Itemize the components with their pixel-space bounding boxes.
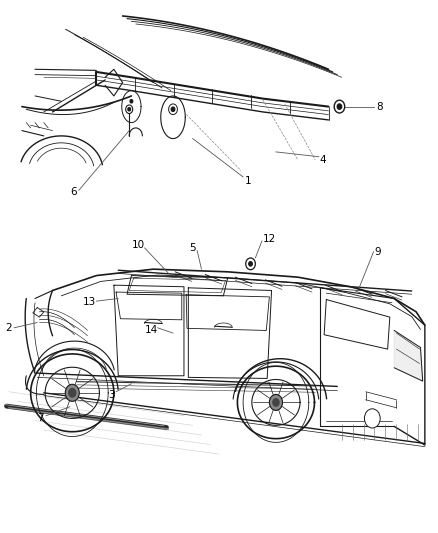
Text: 6: 6 (70, 187, 77, 197)
Text: 7: 7 (37, 414, 44, 423)
Circle shape (128, 108, 131, 111)
Circle shape (126, 105, 133, 114)
Circle shape (65, 384, 79, 401)
Text: 10: 10 (131, 240, 145, 250)
Text: 9: 9 (374, 247, 381, 256)
Circle shape (334, 100, 345, 113)
Polygon shape (394, 330, 423, 381)
Circle shape (246, 258, 255, 270)
Circle shape (337, 104, 342, 109)
Circle shape (364, 409, 380, 428)
Circle shape (130, 100, 133, 103)
Text: 5: 5 (189, 243, 196, 253)
Circle shape (269, 394, 283, 410)
Text: 4: 4 (320, 155, 326, 165)
Text: 13: 13 (83, 297, 96, 307)
Text: 8: 8 (377, 102, 383, 111)
Circle shape (169, 104, 177, 115)
Circle shape (171, 107, 175, 111)
Circle shape (69, 389, 76, 397)
Circle shape (273, 399, 279, 406)
Text: 1: 1 (245, 176, 252, 186)
Text: 12: 12 (263, 234, 276, 244)
Text: 14: 14 (145, 326, 158, 335)
Text: 2: 2 (5, 323, 12, 333)
Text: 3: 3 (108, 391, 115, 400)
Circle shape (249, 262, 252, 266)
